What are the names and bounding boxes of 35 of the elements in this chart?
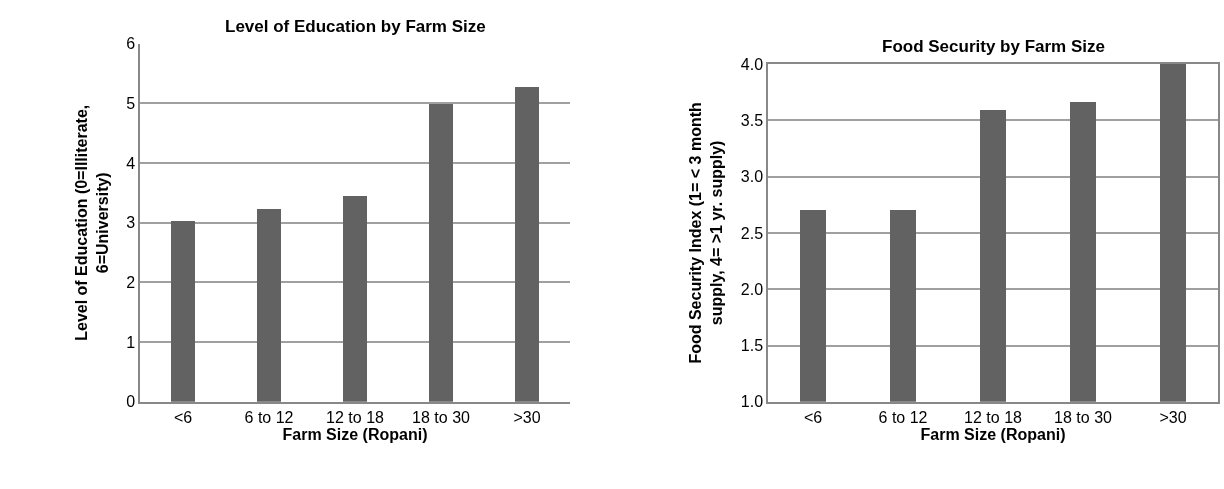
y-tick-label: 2.5 (740, 224, 764, 242)
y-tick-label: 2.0 (740, 280, 764, 298)
chart-title: Food Security by Farm Size (882, 37, 1105, 56)
x-tick-label: 6 to 12 (244, 408, 294, 426)
x-axis-title: Farm Size (Ropani) (282, 425, 428, 443)
y-tick-label: 2 (126, 274, 136, 292)
x-axis-title: Farm Size (Ropani) (920, 425, 1066, 443)
y-tick-label: 4 (126, 154, 136, 172)
x-tick-label: 18 to 30 (1054, 408, 1113, 426)
x-tick-label: 12 to 18 (964, 408, 1023, 426)
y-tick-label: 3.5 (740, 111, 764, 129)
chart-title: Level of Education by Farm Size (225, 17, 486, 36)
y-axis-title: Level of Education (0=Illiterate, 6=University) (72, 104, 111, 341)
bar (257, 208, 281, 402)
x-tick-label: 12 to 18 (326, 408, 385, 426)
x-tick-label: <6 (803, 408, 823, 426)
y-tick-label: 5 (126, 94, 136, 112)
y-tick-label: 4.0 (740, 55, 764, 73)
bar (515, 86, 539, 402)
y-axis-title: Food Security Index (1= < 3 month supply, 4= >1 yr. supply) (687, 102, 726, 364)
bar (343, 195, 367, 402)
y-tick-label: 3 (126, 214, 136, 232)
x-tick-label: <6 (173, 408, 193, 426)
x-tick-label: >30 (1159, 408, 1187, 426)
y-tick-label: 3.0 (740, 168, 764, 186)
x-tick-label: >30 (513, 408, 541, 426)
bar (429, 103, 453, 402)
bar (171, 220, 195, 402)
y-tick-label: 1 (126, 333, 136, 351)
y-tick-label: 1.0 (740, 393, 764, 411)
x-tick-label: 6 to 12 (878, 408, 928, 426)
x-tick-label: 18 to 30 (412, 408, 471, 426)
y-tick-label: 6 (126, 35, 136, 53)
y-tick-label: 0 (126, 393, 136, 411)
y-tick-label: 1.5 (740, 337, 764, 355)
